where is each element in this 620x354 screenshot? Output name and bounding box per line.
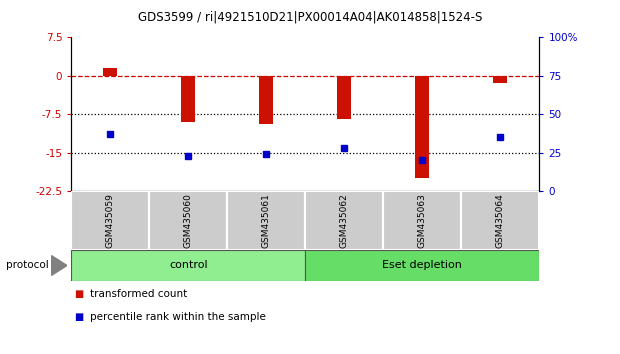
Bar [228, 191, 305, 250]
Bar [415, 76, 430, 178]
Text: GSM435062: GSM435062 [340, 193, 349, 248]
Text: transformed count: transformed count [90, 289, 187, 299]
Text: GSM435061: GSM435061 [262, 193, 271, 248]
Text: GSM435060: GSM435060 [184, 193, 193, 248]
Text: protocol: protocol [6, 261, 49, 270]
Bar [71, 191, 149, 250]
Text: ■: ■ [74, 312, 84, 322]
Polygon shape [51, 256, 67, 275]
Text: percentile rank within the sample: percentile rank within the sample [90, 312, 266, 322]
Bar [337, 76, 352, 119]
Bar [259, 76, 273, 125]
Bar [461, 191, 539, 250]
Text: ■: ■ [74, 289, 84, 299]
Bar [181, 76, 195, 122]
Text: Eset depletion: Eset depletion [383, 261, 463, 270]
Text: GSM435063: GSM435063 [418, 193, 427, 248]
Bar [149, 191, 228, 250]
Bar [383, 191, 461, 250]
Text: GDS3599 / ri|4921510D21|PX00014A04|AK014858|1524-S: GDS3599 / ri|4921510D21|PX00014A04|AK014… [138, 11, 482, 24]
Bar [494, 76, 507, 84]
Bar [71, 250, 305, 281]
Bar [305, 250, 539, 281]
Bar [305, 191, 383, 250]
Text: GSM435059: GSM435059 [106, 193, 115, 248]
Bar [104, 68, 117, 76]
Text: GSM435064: GSM435064 [496, 193, 505, 248]
Text: control: control [169, 261, 208, 270]
